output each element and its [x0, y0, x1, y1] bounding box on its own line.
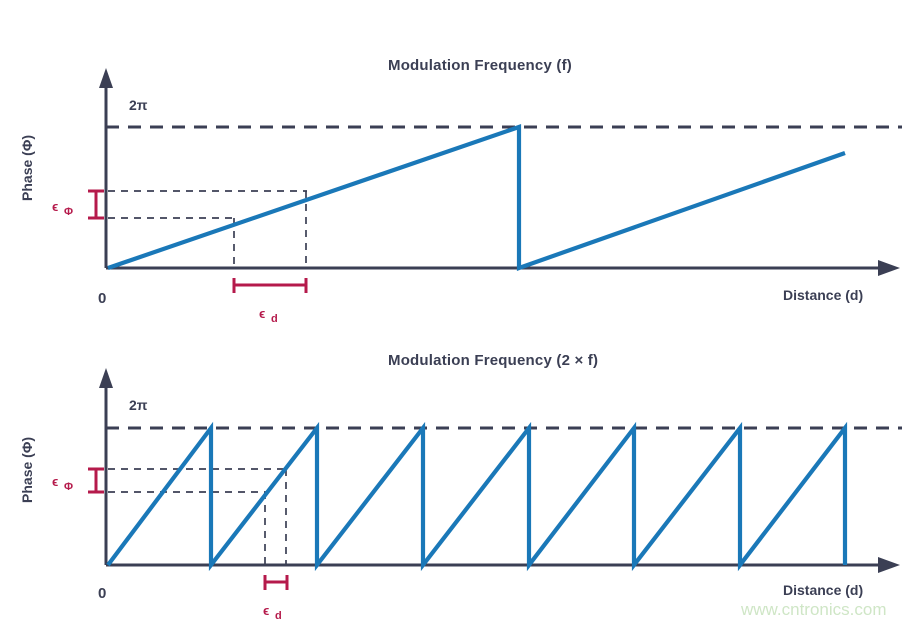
chart-title-bottom: Modulation Frequency (2 × f) — [388, 352, 598, 369]
origin-label-bottom: 0 — [98, 585, 106, 602]
eps-phase-label-top: ϵ — [52, 199, 58, 214]
eps-phase-annotation-bottom: ϵ Φ — [52, 467, 104, 494]
eps-distance-label-bottom: ϵ — [263, 603, 269, 618]
chart-title-top: Modulation Frequency (f) — [388, 57, 572, 74]
y-axis-label-top: Phase (Φ) — [19, 135, 35, 201]
y-axis-arrow-top — [99, 68, 113, 88]
x-axis-arrow-top — [878, 260, 900, 276]
y-axis-label-bottom: Phase (Φ) — [19, 437, 35, 503]
chart-svg-bottom: Modulation Frequency (2 × f) Phase (Φ) D… — [19, 352, 902, 622]
y-tick-label-2pi-top: 2π — [129, 97, 148, 113]
x-axis-arrow-bottom — [878, 557, 900, 573]
y-tick-label-2pi-bottom: 2π — [129, 397, 148, 413]
signal-line-bottom — [106, 421, 848, 572]
eps-distance-label-sub-top: d — [271, 313, 278, 325]
y-axis-arrow-bottom — [99, 368, 113, 388]
eps-distance-label-top: ϵ — [259, 306, 265, 321]
chart-panel-modulation-frequency-2f: Modulation Frequency (2 × f) Phase (Φ) D… — [0, 330, 918, 629]
x-axis-label-top: Distance (d) — [783, 287, 863, 303]
eps-phase-label-sub-bottom: Φ — [64, 481, 73, 493]
x-axis-label-bottom: Distance (d) — [783, 582, 863, 598]
chart-panel-modulation-frequency-f: Modulation Frequency (f) Phase (Φ) Dista… — [19, 57, 902, 325]
eps-distance-annotation-top: ϵ d — [232, 278, 308, 325]
eps-distance-annotation-bottom: ϵ d — [263, 575, 289, 622]
signal-line-top — [107, 124, 846, 271]
watermark-text: www.cntronics.com — [740, 600, 886, 619]
eps-phase-label-sub-top: Φ — [64, 206, 73, 218]
chart-svg-top: Modulation Frequency (f) Phase (Φ) Dista… — [19, 57, 902, 325]
eps-phase-label-bottom: ϵ — [52, 474, 58, 489]
origin-label-top: 0 — [98, 290, 106, 307]
eps-phase-annotation-top: ϵ Φ — [52, 189, 104, 220]
eps-distance-label-sub-bottom: d — [275, 610, 282, 622]
